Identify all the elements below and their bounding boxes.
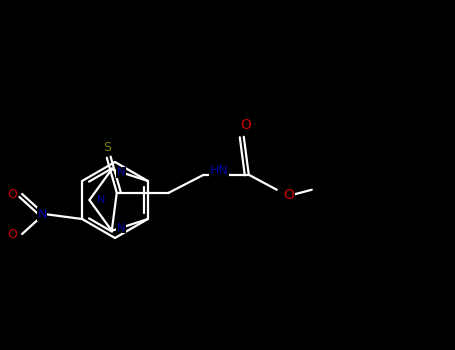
Text: N: N: [96, 195, 105, 205]
Text: N: N: [117, 167, 125, 177]
Text: O: O: [283, 188, 294, 202]
Text: O: O: [7, 228, 17, 240]
Text: HN: HN: [210, 164, 228, 177]
Text: O: O: [7, 188, 17, 201]
Text: N: N: [117, 223, 125, 233]
Text: S: S: [103, 141, 111, 154]
Text: N: N: [37, 208, 47, 220]
Text: O: O: [240, 118, 251, 132]
